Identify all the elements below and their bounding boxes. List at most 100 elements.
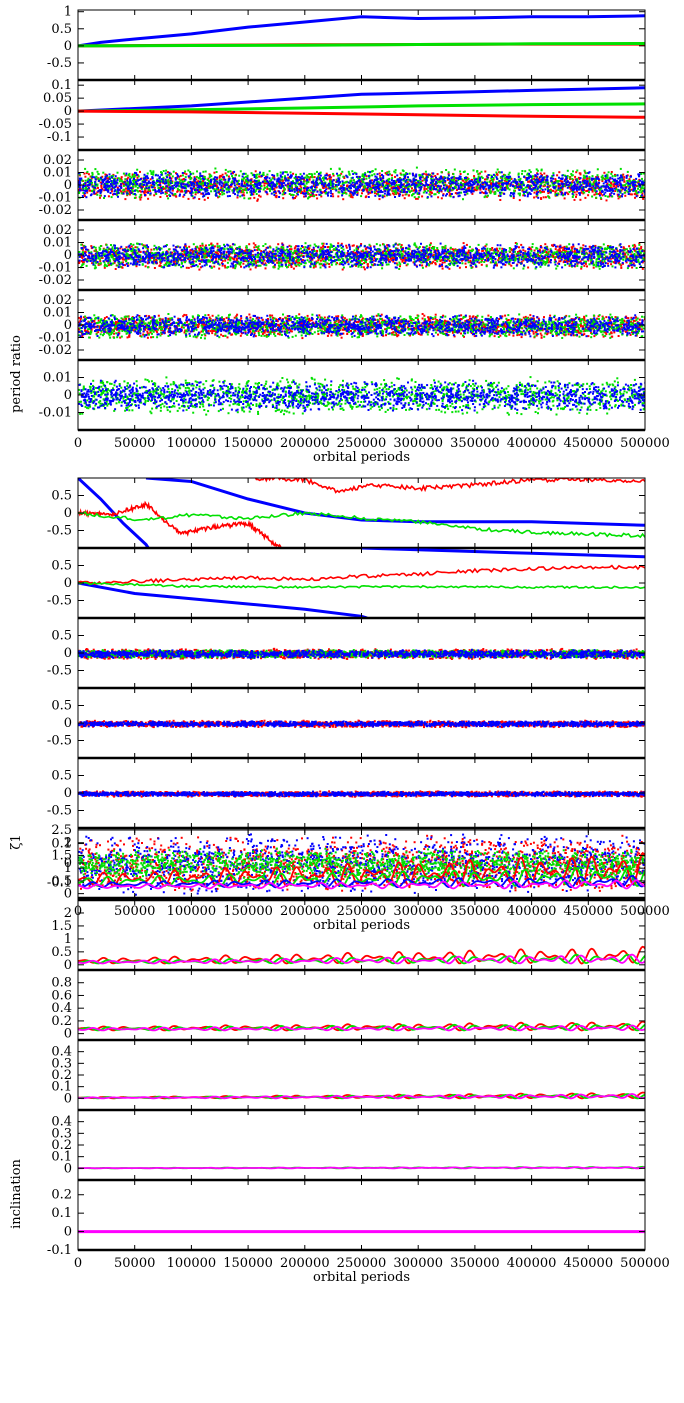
series-blue-points — [78, 790, 645, 798]
x-tick-label: 450000 — [563, 904, 613, 919]
panel-period-3: 0.020.010-0.01-0.02 — [39, 149, 646, 222]
y-tick-label: 2.5 — [51, 823, 72, 838]
series-blue-line — [78, 581, 368, 618]
x-tick-label: 400000 — [507, 904, 557, 919]
y-axis-label: inclination — [9, 1158, 24, 1228]
series-red-trace — [78, 500, 282, 548]
x-tick-label: 300000 — [393, 1256, 443, 1271]
y-tick-label: 0.5 — [51, 22, 72, 37]
y-tick-label: 0 — [64, 856, 72, 871]
panel-period-2: 0.10.050-0.05-0.1 — [39, 78, 646, 152]
y-tick-label: 0 — [64, 887, 72, 902]
series-magenta-trace — [78, 1166, 645, 1170]
y-axis-label: period ratio — [9, 335, 24, 413]
series-blue-points — [78, 170, 645, 199]
y-tick-label: 1.5 — [51, 848, 72, 863]
y-tick-label: 0.5 — [51, 945, 72, 960]
x-tick-label: 0 — [74, 436, 82, 451]
y-tick-label: 0 — [64, 318, 72, 333]
series-red-trace — [78, 564, 645, 586]
x-tick-label: 200000 — [280, 436, 330, 451]
panel-period-5: 0.020.010-0.01-0.02 — [39, 289, 646, 362]
y-tick-label: 1 — [64, 861, 72, 876]
y-tick-label: -0.01 — [39, 261, 72, 276]
panel-period-4: 0.020.010-0.01-0.02 — [39, 219, 646, 292]
y-tick-label: 0.1 — [51, 1080, 72, 1095]
panel-group-incl: 2.521.510.5021.510.500.80.60.40.200.40.3… — [9, 823, 670, 1285]
series-blue-points — [78, 720, 645, 728]
series-blue-line — [78, 14, 645, 48]
series-red-trace — [250, 478, 645, 494]
y-tick-label: 0.2 — [51, 1188, 72, 1203]
plot-area — [78, 945, 645, 965]
panel-group-period: 10.50-0.50.10.050-0.05-0.10.020.010-0.01… — [9, 5, 670, 465]
y-tick-label: 0 — [64, 104, 72, 119]
series-blue-line — [361, 548, 645, 559]
x-tick-label: 200000 — [280, 904, 330, 919]
y-tick-label: 0.01 — [43, 371, 72, 386]
panel-period-6: 0.01 0 -0.01 — [39, 359, 646, 432]
y-tick-label: 2 — [64, 906, 72, 921]
x-axis-label: orbital periods — [313, 450, 410, 465]
y-tick-label: 1 — [64, 5, 72, 20]
x-tick-label: 350000 — [450, 904, 500, 919]
y-tick-label: 0 — [64, 576, 72, 591]
y-tick-label: 0 — [64, 716, 72, 731]
y-tick-label: 0.2 — [51, 1068, 72, 1083]
x-tick-label: 150000 — [223, 904, 273, 919]
y-tick-label: -0.02 — [39, 273, 72, 288]
series-magenta-trace — [78, 1093, 645, 1100]
y-tick-label: -0.5 — [47, 804, 72, 819]
y-tick-label: 0.1 — [51, 1206, 72, 1221]
y-tick-label: 2 — [64, 836, 72, 851]
plot-area — [78, 86, 645, 119]
plot-area — [78, 851, 645, 890]
y-tick-label: 0.02 — [43, 293, 72, 308]
y-tick-label: -0.1 — [47, 130, 72, 145]
panel-frame — [77, 1179, 646, 1251]
y-tick-label: -0.02 — [39, 343, 72, 358]
x-tick-label: 50000 — [114, 1256, 155, 1271]
x-tick-label: 350000 — [450, 436, 500, 451]
y-tick-label: 0.01 — [43, 236, 72, 251]
x-tick-label: 250000 — [337, 1256, 387, 1271]
panel-zeta-5: 0.5 0 -0.5 — [47, 757, 646, 830]
y-tick-label: 0 — [64, 646, 72, 661]
plot-area — [78, 719, 645, 729]
panel-frame — [77, 477, 646, 549]
y-tick-label: 1.5 — [51, 919, 72, 934]
series-blue-points — [78, 648, 645, 659]
y-tick-label: 0.01 — [43, 166, 72, 181]
plot-area — [78, 376, 645, 416]
panel-frame — [77, 1109, 646, 1181]
series-red-line — [78, 109, 645, 119]
y-tick-label: -0.5 — [47, 734, 72, 749]
x-tick-label: 350000 — [450, 1256, 500, 1271]
y-tick-label: 0.2 — [51, 1014, 72, 1029]
y-tick-label: 0 — [64, 388, 72, 403]
series-green-trace — [78, 581, 645, 590]
series-green-line — [78, 42, 645, 48]
y-tick-label: 0.1 — [51, 837, 72, 852]
y-tick-label: 0.05 — [43, 91, 72, 106]
series-red-trace — [78, 851, 645, 888]
y-tick-label: -0.1 — [47, 875, 72, 890]
panel-group-zeta: 0.50-0.50.50-0.50.50-0.50.50-0.50.50-0.5… — [9, 477, 670, 933]
y-tick-label: 0.6 — [51, 988, 72, 1003]
plot-area — [78, 166, 645, 202]
y-tick-label: -0.01 — [39, 331, 72, 346]
x-tick-label: 100000 — [167, 1256, 217, 1271]
y-tick-label: 0.5 — [51, 559, 72, 574]
y-tick-label: 0.01 — [43, 306, 72, 321]
plot-area — [78, 1091, 645, 1100]
x-axis-label: orbital periods — [313, 1270, 410, 1285]
x-tick-label: 0 — [74, 1256, 82, 1271]
plot-area — [78, 14, 645, 48]
plot-area — [78, 790, 645, 798]
y-tick-label: 0 — [64, 1225, 72, 1240]
panel-zeta-2: 0.5 0 -0.5 — [47, 547, 646, 620]
plot-area — [78, 1020, 645, 1032]
y-tick-label: 0 — [64, 506, 72, 521]
y-tick-label: 0.5 — [51, 629, 72, 644]
y-tick-label: -0.5 — [47, 56, 72, 71]
